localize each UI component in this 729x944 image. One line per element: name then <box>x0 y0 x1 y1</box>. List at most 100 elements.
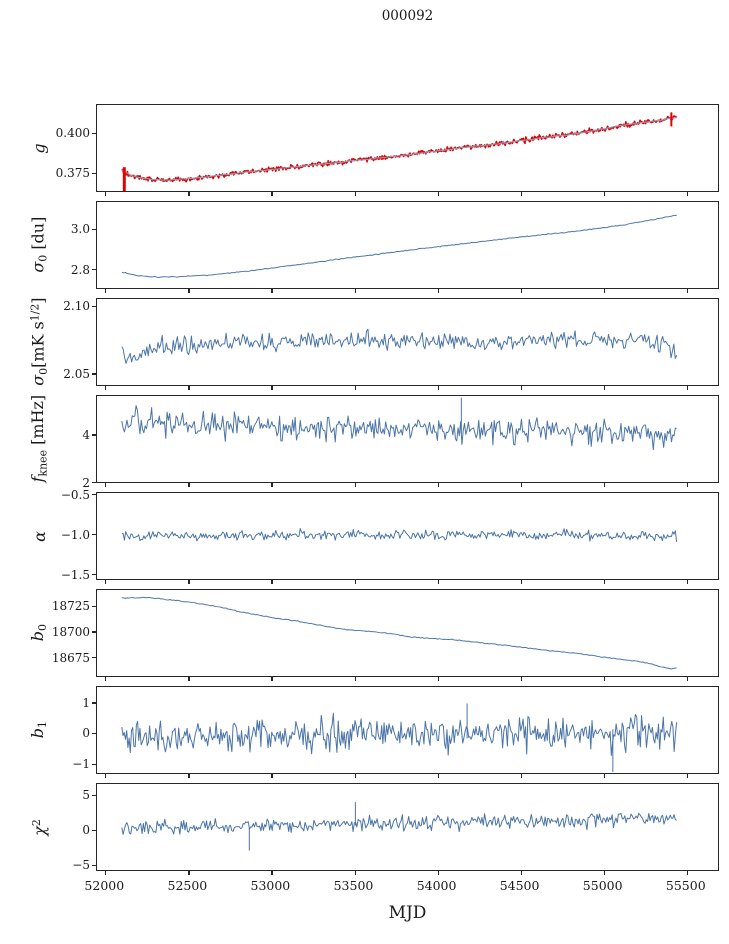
line-chart-alpha <box>121 528 678 542</box>
x-tick-mark <box>437 386 439 390</box>
x-tick-mark <box>271 192 273 196</box>
y-axis-label-b1: b1 <box>17 687 61 773</box>
series-sigma0-du <box>121 214 677 279</box>
x-tick-label: 55000 <box>582 878 623 893</box>
x-tick-mark <box>354 192 356 196</box>
y-tick-mark <box>92 657 96 659</box>
series-smooth <box>121 117 677 182</box>
x-tick-mark <box>105 289 107 293</box>
x-tick-mark <box>520 483 522 487</box>
y-tick-label: 18675 <box>51 650 90 665</box>
y-axis-label-sigma0-mK: σ0[mK s1/2] <box>17 297 61 387</box>
x-tick-mark <box>686 677 688 681</box>
x-tick-mark <box>354 580 356 584</box>
y-tick-label: 18725 <box>51 599 90 614</box>
y-tick-label: 0.400 <box>55 126 90 141</box>
x-tick-mark <box>520 289 522 293</box>
y-tick-mark <box>92 373 96 375</box>
x-tick-mark <box>603 580 605 584</box>
x-tick-mark <box>437 871 439 875</box>
x-tick-label: 53000 <box>250 878 291 893</box>
y-tick-label: 3.0 <box>70 222 90 237</box>
x-tick-label: 55500 <box>665 878 706 893</box>
x-tick-mark <box>437 289 439 293</box>
plot-area: g 0.400 0.375 σ0 [du] 3.0 2.8 σ0[mK s1/2] … <box>28 104 719 944</box>
x-tick-mark <box>520 677 522 681</box>
x-tick-mark <box>188 289 190 293</box>
y-axis-label-part: [mK s <box>28 321 48 369</box>
y-tick-label: 0 <box>82 823 90 838</box>
x-tick-mark <box>520 774 522 778</box>
y-axis-label-part: σ <box>28 375 48 387</box>
x-tick-label: 53500 <box>333 878 374 893</box>
panel-sigma0-mK: σ0[mK s1/2] 2.10 2.05 <box>28 298 719 390</box>
y-axis-label-part: σ <box>28 262 48 273</box>
y-tick-mark <box>92 172 96 174</box>
x-tick-mark <box>188 677 190 681</box>
y-tick-label: 0 <box>82 726 90 741</box>
x-tick-mark <box>271 580 273 584</box>
y-tick-label: −0.5 <box>60 487 90 502</box>
x-tick-mark <box>188 774 190 778</box>
panel-chi2: χ2 5 0 −5 <box>30 783 719 875</box>
x-tick-mark <box>520 192 522 196</box>
x-tick-mark <box>188 386 190 390</box>
panel-alpha: α −0.5 −1.0 −1.5 <box>30 488 719 584</box>
x-tick-mark <box>105 192 107 196</box>
y-tick-label: 18700 <box>51 624 90 639</box>
y-tick-label: 5 <box>82 788 90 803</box>
panel-fknee: fknee [mHz] 4 2 <box>28 395 719 490</box>
y-axis-label-part: b <box>28 728 48 739</box>
x-tick-mark <box>437 774 439 778</box>
y-tick-mark <box>92 574 96 576</box>
y-axis-label-part: 2 <box>29 818 43 826</box>
y-tick-mark <box>92 534 96 536</box>
x-tick-mark <box>271 289 273 293</box>
x-tick-mark <box>686 483 688 487</box>
y-axis-label-part: ] <box>28 297 48 305</box>
x-tick-mark <box>686 580 688 584</box>
panel-g: g 0.400 0.375 <box>30 104 719 196</box>
line-chart-b1 <box>121 703 678 773</box>
line-chart-b0 <box>121 596 677 670</box>
y-tick-mark <box>92 864 96 866</box>
y-tick-label: 2.8 <box>70 262 90 277</box>
y-tick-mark <box>92 434 96 436</box>
y-tick-mark <box>92 794 96 796</box>
series-chi2 <box>121 812 677 835</box>
x-tick-mark <box>603 386 605 390</box>
x-tick-mark <box>105 871 107 875</box>
x-tick-mark <box>686 871 688 875</box>
x-tick-mark <box>686 774 688 778</box>
x-tick-mark <box>354 774 356 778</box>
x-tick-label: 52500 <box>167 878 208 893</box>
y-tick-mark <box>92 702 96 704</box>
y-tick-label: −5 <box>72 858 90 873</box>
series-fknee <box>121 405 677 451</box>
x-tick-mark <box>271 774 273 778</box>
y-tick-mark <box>92 829 96 831</box>
x-tick-mark <box>686 386 688 390</box>
y-tick-mark <box>92 228 96 230</box>
y-tick-label: 2 <box>82 475 90 490</box>
y-axis-label-part: knee <box>36 450 50 477</box>
y-axis-label-part: 1 <box>36 721 50 729</box>
x-tick-mark <box>105 386 107 390</box>
x-tick-mark <box>354 483 356 487</box>
line-chart-fknee <box>121 397 677 451</box>
y-tick-mark <box>92 482 96 484</box>
x-tick-mark <box>271 386 273 390</box>
y-axis-label-part: f <box>28 476 48 483</box>
y-tick-mark <box>92 763 96 765</box>
y-tick-mark <box>92 132 96 134</box>
y-axis-label-sigma0-du: σ0 [du] <box>17 202 61 288</box>
x-tick-mark <box>603 483 605 487</box>
y-tick-label: 2.10 <box>63 299 90 314</box>
y-axis-label-part: 0 <box>36 624 50 632</box>
x-tick-mark <box>520 871 522 875</box>
x-tick-mark <box>354 386 356 390</box>
panel-b0: b0 18725 18700 18675 <box>28 589 719 681</box>
panel-sigma0-du: σ0 [du] 3.0 2.8 <box>28 201 719 293</box>
y-axis-label-part: g <box>29 142 49 154</box>
